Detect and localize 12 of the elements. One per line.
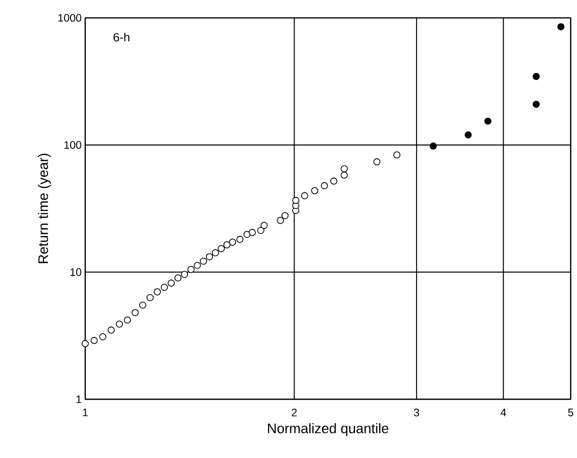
y-axis-title: Return time (year) [38, 154, 51, 264]
x-tick-label: 3 [414, 408, 420, 417]
x-tick-label: 2 [292, 408, 297, 416]
y-tick-label: 10 [70, 268, 82, 276]
annotation: 6-h [114, 32, 130, 42]
y-tick-label: 1000 [58, 14, 82, 22]
x-tick-label: 5 [568, 408, 574, 416]
x-tick-label: 4 [500, 408, 506, 416]
y-tick-label: 1 [76, 396, 82, 404]
x-tick-label: 1 [83, 408, 88, 416]
x-axis-title: Normalized quantile [268, 423, 388, 436]
y-tick-label: 100 [64, 141, 82, 149]
